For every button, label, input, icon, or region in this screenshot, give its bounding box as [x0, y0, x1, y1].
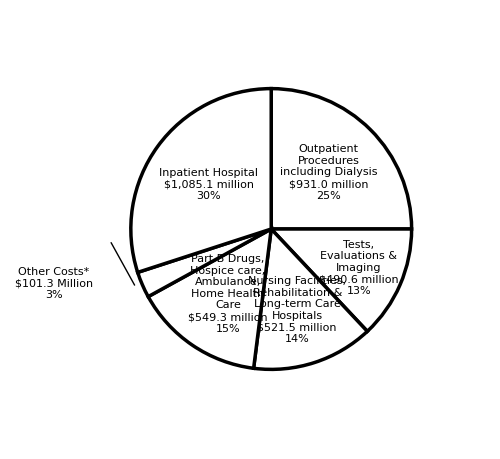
Text: Tests,
Evaluations &
Imaging
$490.6 million
13%: Tests, Evaluations & Imaging $490.6 mill…: [319, 239, 398, 296]
Wedge shape: [138, 230, 271, 297]
Text: Outpatient
Procedures
including Dialysis
$931.0 million
25%: Outpatient Procedures including Dialysis…: [280, 144, 378, 200]
Wedge shape: [254, 230, 368, 369]
Text: Other Costs*
$101.3 Million
3%: Other Costs* $101.3 Million 3%: [14, 266, 92, 299]
Text: Nursing Facilities,
Rehabilitation &
Long-term Care
Hospitals
$521.5 million
14%: Nursing Facilities, Rehabilitation & Lon…: [248, 275, 346, 343]
Wedge shape: [131, 90, 271, 273]
Wedge shape: [271, 230, 412, 331]
Wedge shape: [271, 90, 412, 230]
Text: Inpatient Hospital
$1,085.1 million
30%: Inpatient Hospital $1,085.1 million 30%: [159, 168, 258, 201]
Wedge shape: [148, 230, 271, 369]
Text: Part B Drugs,
Hospice care,
Ambulance,
Home Health
Care
$549.3 million
15%: Part B Drugs, Hospice care, Ambulance, H…: [188, 253, 268, 333]
